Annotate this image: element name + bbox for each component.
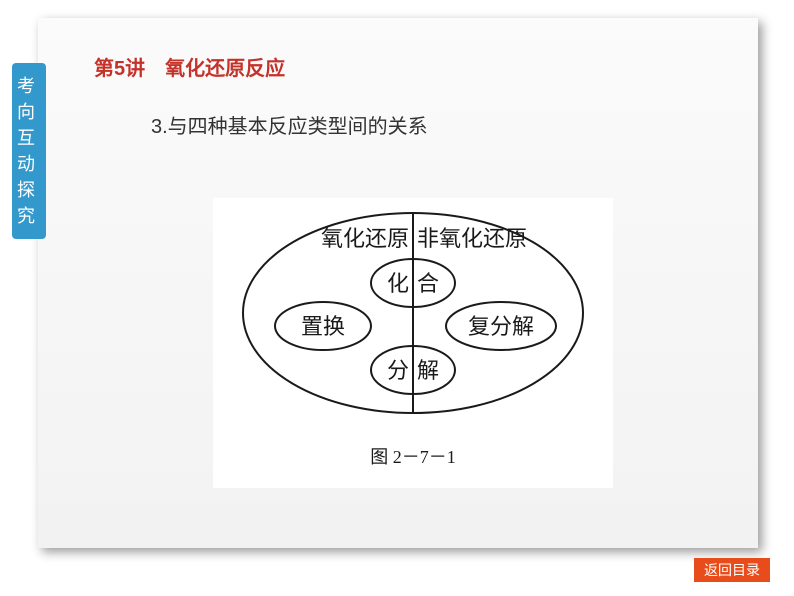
return-button[interactable]: 返回目录 — [694, 558, 770, 582]
metathesis-label: 复分解 — [468, 314, 534, 339]
side-tab-char-4: 探 — [12, 177, 46, 203]
side-tab-char-2: 互 — [12, 125, 46, 151]
region-left-label: 氧化还原 — [321, 226, 409, 251]
side-tab-char-5: 究 — [12, 203, 46, 229]
page-title: 第5讲 氧化还原反应 — [94, 52, 285, 81]
side-tab[interactable]: 考 向 互 动 探 究 — [12, 63, 46, 239]
side-tab-char-3: 动 — [12, 151, 46, 177]
diagram-caption: 图 2－7－1 — [370, 447, 456, 467]
section-subtitle: 3.与四种基本反应类型间的关系 — [151, 110, 428, 139]
relationship-diagram: 氧化还原 非氧化还原 化 合 置换 复分解 分 解 图 2－7－1 — [213, 198, 613, 488]
slide-container: 第5讲 氧化还原反应 3.与四种基本反应类型间的关系 氧化还原 非氧化还原 化 … — [38, 18, 758, 548]
decompose-left-char: 分 — [387, 358, 409, 383]
substitute-label: 置换 — [301, 314, 345, 339]
diagram-svg: 氧化还原 非氧化还原 化 合 置换 复分解 分 解 图 2－7－1 — [213, 198, 613, 488]
decompose-right-char: 解 — [417, 358, 439, 383]
title-text: 第5讲 氧化还原反应 — [94, 58, 285, 80]
region-right-label: 非氧化还原 — [417, 226, 527, 251]
combine-left-char: 化 — [387, 271, 409, 296]
combine-right-char: 合 — [417, 271, 439, 296]
side-tab-char-0: 考 — [12, 73, 46, 99]
side-tab-char-1: 向 — [12, 99, 46, 125]
return-label: 返回目录 — [704, 562, 760, 578]
subtitle-text: 3.与四种基本反应类型间的关系 — [151, 116, 428, 138]
